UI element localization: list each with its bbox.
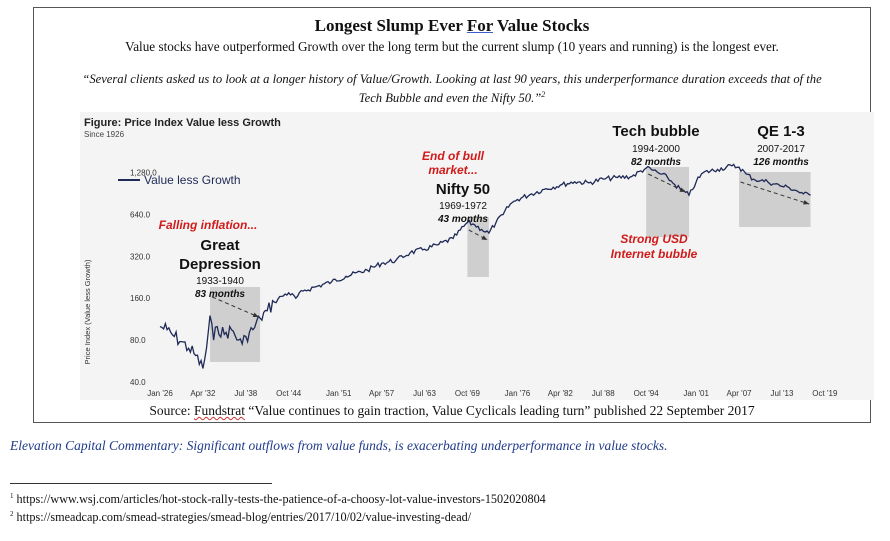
series-line-value-less-growth [159, 163, 811, 369]
footnote-divider [10, 483, 272, 484]
label-great: Great [200, 237, 239, 254]
trend-arrow-4 [740, 181, 810, 205]
x-tick-label: Apr '82 [548, 389, 574, 398]
trend-arrow-head-1 [252, 312, 259, 317]
x-tick-label: Jan '01 [683, 389, 709, 398]
shaded-period-1 [210, 287, 261, 362]
footnote-1: 1 https://www.wsj.com/articles/hot-stock… [10, 492, 546, 507]
value-less-growth-chart: Figure: Price Index Value less Growth Si… [80, 112, 874, 400]
x-tick-label: Oct '44 [276, 389, 302, 398]
label-qe-range: 2007-2017 [757, 144, 805, 155]
x-tick-label: Apr '57 [369, 389, 395, 398]
chart-area: Figure: Price Index Value less Growth Si… [80, 112, 874, 400]
annotation-end-of-bull-1: End of bull [422, 149, 485, 163]
y-axis-label: Price Index (Value less Growth) [83, 259, 92, 364]
figure-frame: Longest Slump Ever For Value Stocks Valu… [33, 7, 874, 423]
label-tb-months: 82 months [631, 157, 681, 168]
y-tick-label: 160.0 [130, 294, 151, 303]
label-gd-months: 83 months [195, 289, 245, 300]
x-tick-label: Jul '13 [771, 389, 794, 398]
y-tick-label: 640.0 [130, 210, 151, 219]
y-tick-label: 40.0 [130, 378, 146, 387]
chart-title: Figure: Price Index Value less Growth [84, 117, 281, 129]
y-tick-label: 1,280.0 [130, 169, 157, 178]
trend-arrow-1 [211, 296, 259, 318]
label-qe: QE 1-3 [757, 123, 805, 140]
shaded-period-4 [739, 172, 811, 227]
y-tick-label: 320.0 [130, 252, 151, 261]
client-quote: “Several clients asked us to look at a l… [82, 72, 822, 106]
page-subtitle: Value stocks have outperformed Growth ov… [125, 39, 779, 54]
x-tick-label: Jul '63 [413, 389, 436, 398]
footnote-2: 2 https://smeadcap.com/smead-strategies/… [10, 510, 472, 525]
label-tech-bubble: Tech bubble [612, 123, 699, 140]
x-tick-label: Oct '94 [634, 389, 660, 398]
label-gd-range: 1933-1940 [196, 276, 244, 287]
label-n50-months: 43 months [437, 214, 488, 225]
annotation-falling-inflation: Falling inflation... [159, 218, 258, 232]
x-tick-label: Jul '88 [592, 389, 615, 398]
label-tb-range: 1994-2000 [632, 144, 680, 155]
annotation-internet-bubble: Internet bubble [611, 247, 698, 261]
x-tick-label: Apr '32 [190, 389, 216, 398]
annotation-strong-usd: Strong USD [620, 232, 688, 246]
y-tick-label: 80.0 [130, 336, 146, 345]
x-tick-label: Jan '51 [326, 389, 352, 398]
label-n50-range: 1969-1972 [439, 201, 487, 212]
x-tick-label: Apr '07 [727, 389, 753, 398]
x-tick-label: Jan '76 [505, 389, 531, 398]
x-tick-label: Jul '38 [234, 389, 257, 398]
chart-subtitle: Since 1926 [84, 130, 125, 139]
page-title: Longest Slump Ever For Value Stocks [314, 16, 590, 35]
trend-arrow-head-4 [803, 200, 810, 205]
label-depression: Depression [179, 256, 261, 273]
trend-arrow-head-3 [679, 187, 686, 192]
annotation-end-of-bull-2: market... [428, 163, 477, 177]
source-line: Source: Fundstrat “Value continues to ga… [149, 403, 755, 418]
label-qe-months: 126 months [753, 157, 809, 168]
legend-label: Value less Growth [144, 173, 241, 187]
label-nifty-50: Nifty 50 [436, 181, 490, 198]
x-tick-label: Oct '19 [812, 389, 838, 398]
commentary: Elevation Capital Commentary: Significan… [10, 438, 668, 453]
x-tick-label: Oct '69 [455, 389, 481, 398]
x-tick-label: Jan '26 [147, 389, 173, 398]
trend-arrow-head-2 [481, 235, 488, 240]
